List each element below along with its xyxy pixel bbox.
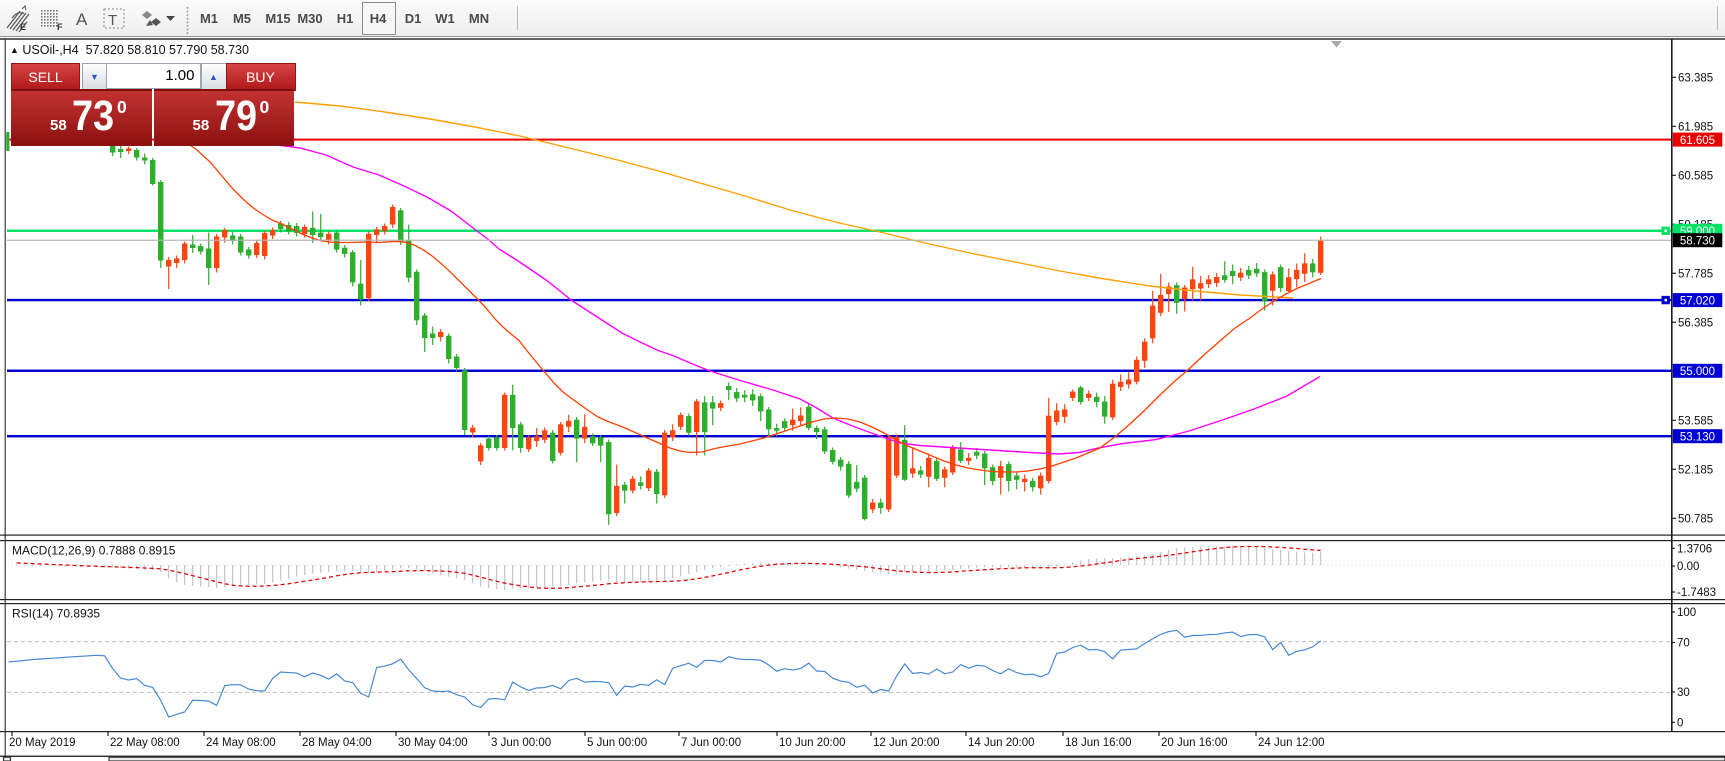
svg-text:12 Jun 20:00: 12 Jun 20:00 xyxy=(873,737,940,749)
svg-text:50.785: 50.785 xyxy=(1678,513,1713,525)
svg-text:28 May 04:00: 28 May 04:00 xyxy=(302,737,372,749)
svg-text:24 Jun 12:00: 24 Jun 12:00 xyxy=(1258,737,1325,749)
svg-text:18 Jun 16:00: 18 Jun 16:00 xyxy=(1065,737,1132,749)
svg-text:61.605: 61.605 xyxy=(1680,135,1715,147)
svg-text:7 Jun 00:00: 7 Jun 00:00 xyxy=(681,737,741,749)
svg-text:24 May 08:00: 24 May 08:00 xyxy=(206,737,276,749)
svg-text:10 Jun 20:00: 10 Jun 20:00 xyxy=(779,737,846,749)
svg-text:5 Jun 00:00: 5 Jun 00:00 xyxy=(587,737,647,749)
svg-text:F: F xyxy=(57,22,63,32)
svg-text:3 Jun 00:00: 3 Jun 00:00 xyxy=(491,737,551,749)
svg-text:20 May 2019: 20 May 2019 xyxy=(9,737,76,749)
svg-text:0: 0 xyxy=(1677,717,1683,729)
svg-text:100: 100 xyxy=(1677,607,1696,619)
svg-text:30: 30 xyxy=(1677,687,1690,699)
svg-text:MACD(12,26,9) 0.7888 0.8915: MACD(12,26,9) 0.7888 0.8915 xyxy=(12,544,176,558)
svg-text:63.385: 63.385 xyxy=(1678,72,1713,84)
svg-text:22 May 08:00: 22 May 08:00 xyxy=(110,737,180,749)
svg-text:61.985: 61.985 xyxy=(1678,121,1713,133)
svg-text:58.730: 58.730 xyxy=(1680,235,1715,247)
svg-text:53.130: 53.130 xyxy=(1680,431,1715,443)
svg-text:55.000: 55.000 xyxy=(1680,366,1715,378)
svg-text:57.020: 57.020 xyxy=(1680,295,1715,307)
svg-text:E: E xyxy=(20,22,26,32)
svg-text:RSI(14) 70.8935: RSI(14) 70.8935 xyxy=(12,607,100,621)
svg-text:57.785: 57.785 xyxy=(1678,268,1713,280)
svg-text:T: T xyxy=(108,12,117,29)
svg-text:1.3706: 1.3706 xyxy=(1677,543,1712,555)
svg-text:60.585: 60.585 xyxy=(1678,170,1713,182)
svg-text:-1.7483: -1.7483 xyxy=(1677,587,1716,599)
svg-text:52.185: 52.185 xyxy=(1678,464,1713,476)
svg-text:0.00: 0.00 xyxy=(1677,561,1699,573)
svg-text:20 Jun 16:00: 20 Jun 16:00 xyxy=(1161,737,1228,749)
svg-text:56.385: 56.385 xyxy=(1678,317,1713,329)
svg-text:70: 70 xyxy=(1677,638,1690,650)
svg-text:A: A xyxy=(76,10,88,29)
svg-text:30 May 04:00: 30 May 04:00 xyxy=(398,737,468,749)
svg-text:53.585: 53.585 xyxy=(1678,415,1713,427)
svg-text:14 Jun 20:00: 14 Jun 20:00 xyxy=(968,737,1035,749)
